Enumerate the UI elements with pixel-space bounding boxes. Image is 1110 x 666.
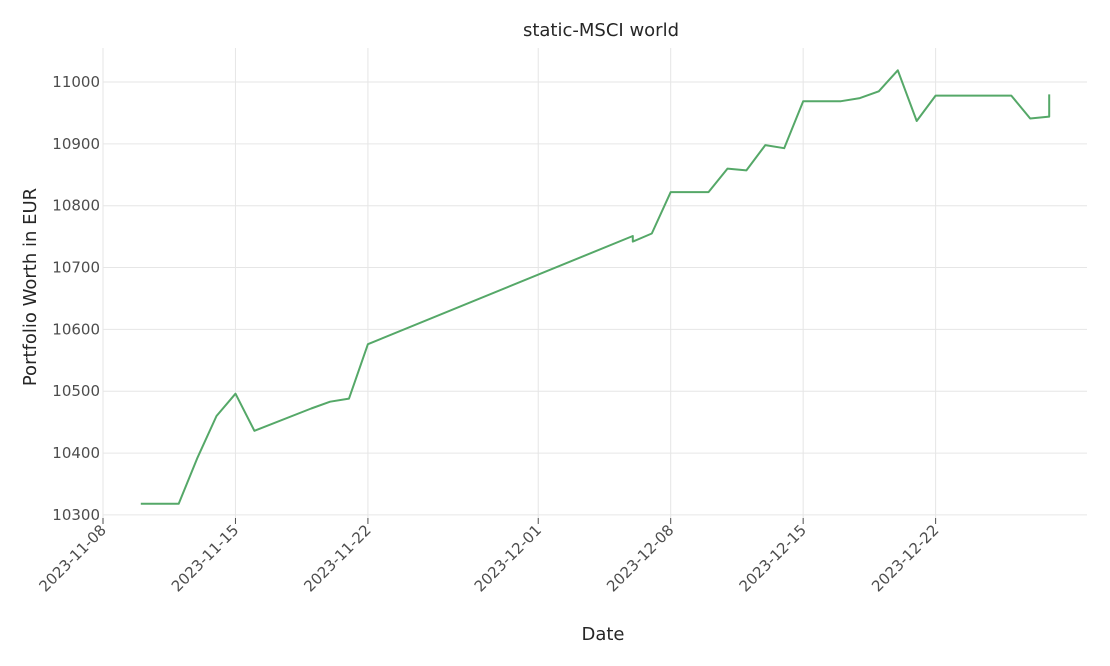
y-tick-label: 10500 [52,382,100,400]
y-tick-label: 10900 [52,135,100,153]
grid [102,48,1087,518]
series [140,69,1051,505]
y-tick-label: 10400 [52,444,100,462]
x-axis-label: Date [581,624,624,645]
x-tick-label: 2023-12-08 [603,521,677,595]
x-tick-label: 2023-12-22 [868,521,942,595]
y-tick-label: 10700 [52,259,100,277]
y-tick-label: 11000 [52,73,100,91]
series-line [140,69,1051,505]
y-tick-label: 10800 [52,197,100,215]
x-tick-label: 2023-11-22 [300,521,374,595]
axis-ticks: 10300 10400 10500 10600 10700 10800 10900 11000… [35,73,942,595]
y-tick-label: 10600 [52,320,100,338]
x-tick-label: 2023-12-15 [736,521,810,595]
y-axis-label: Portfolio Worth in EUR [20,188,41,386]
x-tick-label: 2023-11-15 [168,521,242,595]
x-tick-label: 2023-11-08 [35,521,109,595]
x-tick-label: 2023-12-01 [471,521,545,595]
y-tick-label: 10300 [52,506,100,524]
chart-title: static-MSCI world [523,20,679,41]
